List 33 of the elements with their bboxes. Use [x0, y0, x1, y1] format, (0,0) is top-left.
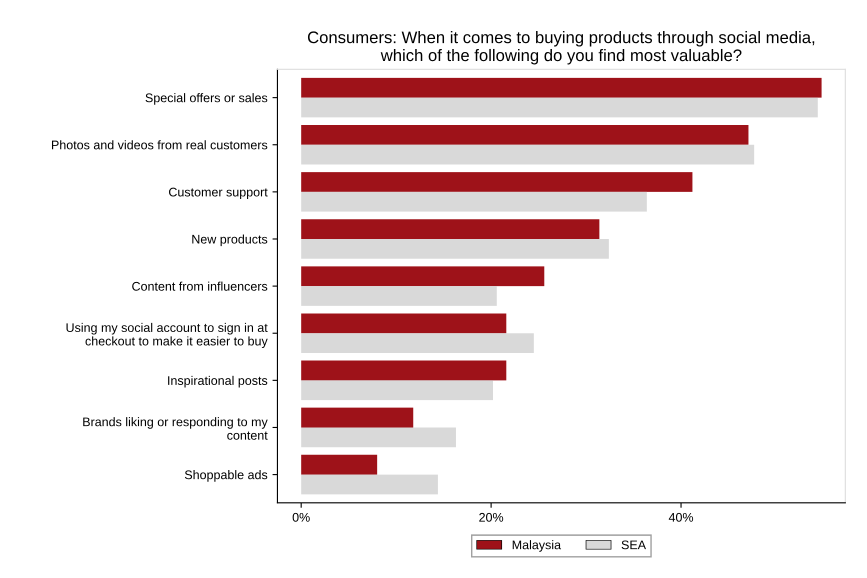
bar — [301, 238, 609, 259]
bar — [301, 286, 497, 306]
bar — [301, 333, 534, 354]
bar — [301, 219, 600, 239]
bar — [301, 124, 748, 145]
y-tick-label: Using my social account to sign in at checkout to make it easier to buy — [66, 322, 268, 348]
y-tick-label: Photos and videos from real customers — [52, 140, 268, 150]
y-tick-label: Content from influencers — [132, 282, 268, 291]
x-tick-label: 20% — [479, 512, 504, 522]
bar — [301, 427, 456, 448]
legend-label: Malaysia — [512, 540, 562, 552]
y-tick-label: Special offers or sales — [146, 93, 268, 105]
bar — [301, 192, 647, 212]
bar — [301, 360, 506, 380]
bar — [301, 144, 754, 165]
x-tick-label: 0% — [292, 512, 310, 522]
y-tick-label: Shoppable ads — [184, 470, 268, 482]
bar — [301, 408, 414, 428]
bar — [301, 474, 438, 494]
bar — [301, 266, 544, 286]
y-tick-label: New products — [192, 234, 268, 246]
bar — [301, 454, 378, 475]
y-tick-label: Brands liking or responding to my content — [83, 417, 268, 440]
y-tick-label: Customer support — [169, 188, 268, 199]
y-tick-label: Inspirational posts — [168, 376, 268, 388]
bar — [301, 98, 818, 118]
bar — [301, 380, 494, 400]
x-tick-label: 40% — [668, 512, 694, 522]
legend-label: SEA — [622, 540, 646, 550]
bar — [301, 78, 822, 98]
bar — [301, 172, 692, 192]
chart-title: Consumers: When it comes to buying products through social media, which of the following do you find most valuable? — [308, 30, 814, 64]
bar — [301, 313, 506, 334]
